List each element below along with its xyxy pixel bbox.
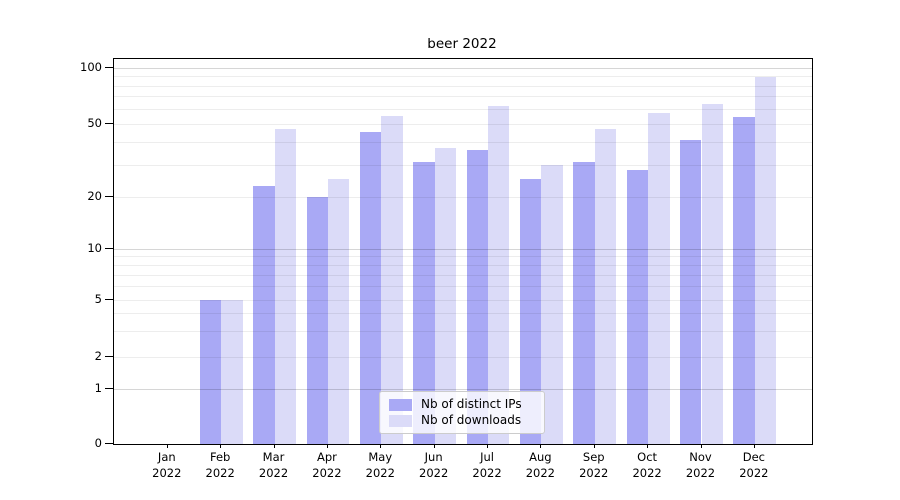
bar-distinct-ips (733, 117, 755, 444)
y-tick-label: 20 (87, 189, 102, 203)
gridline (114, 248, 812, 250)
bar-downloads (221, 299, 243, 444)
x-tick-label: May 2022 (365, 450, 395, 480)
x-axis-tick (540, 444, 542, 448)
x-axis-tick (220, 444, 222, 448)
gridline (114, 96, 812, 98)
gridline (114, 141, 812, 143)
bar-downloads (701, 103, 723, 444)
legend-swatch-icon (389, 398, 412, 411)
bar-downloads (327, 179, 350, 444)
y-tick-label: 10 (87, 240, 102, 255)
y-tick-label: 5 (94, 291, 102, 306)
bar-downloads (541, 164, 563, 444)
x-axis-tick (487, 444, 489, 448)
gridline (114, 299, 812, 301)
plot-area: Nb of distinct IPs Nb of downloads (113, 58, 813, 445)
x-tick-label: Mar 2022 (258, 450, 289, 480)
x-axis-tick (380, 444, 382, 448)
y-axis-tick (105, 355, 113, 357)
y-axis-tick (105, 388, 113, 390)
x-tick-label: Apr 2022 (312, 450, 342, 480)
gridline (114, 76, 812, 78)
bar-distinct-ips (413, 161, 435, 444)
x-axis-tick (166, 444, 168, 448)
legend: Nb of distinct IPs Nb of downloads (379, 391, 545, 434)
bar-downloads (381, 115, 403, 444)
gridline (114, 108, 812, 110)
y-axis-tick (105, 66, 113, 68)
y-tick-label: 50 (87, 115, 102, 130)
bar-downloads (274, 128, 296, 444)
gridline (114, 265, 812, 267)
bar-downloads (594, 128, 617, 444)
x-axis-tick (273, 444, 275, 448)
gridline (114, 67, 812, 69)
x-tick-label: Jan 2022 (152, 450, 182, 480)
y-axis-tick (105, 443, 113, 444)
x-tick-label: Sep 2022 (579, 450, 609, 480)
gridline (114, 85, 812, 87)
y-axis-tick (105, 196, 113, 197)
x-tick-label: Feb 2022 (205, 450, 235, 480)
bar-distinct-ips (253, 185, 275, 444)
legend-label: Nb of distinct IPs (421, 397, 522, 411)
bar-downloads (488, 106, 510, 444)
gridline (114, 164, 812, 166)
gridline (114, 256, 812, 258)
legend-label: Nb of downloads (421, 413, 522, 427)
y-tick-label: 2 (94, 348, 102, 363)
y-tick-label: 0 (94, 436, 102, 450)
x-tick-label: Jul 2022 (472, 450, 502, 480)
x-tick-label: Jun 2022 (419, 450, 449, 480)
gridline (114, 286, 812, 288)
bar-downloads (754, 76, 777, 444)
bar-distinct-ips (680, 139, 702, 444)
x-axis-tick (647, 444, 649, 448)
bar-downloads (648, 113, 670, 444)
x-axis-tick (593, 444, 595, 448)
y-axis-tick (105, 122, 113, 124)
chart-title: beer 2022 (427, 36, 497, 52)
bar-distinct-ips (519, 179, 542, 444)
bar-downloads (434, 147, 457, 444)
bar-distinct-ips (306, 197, 328, 444)
x-tick-label: Aug 2022 (525, 450, 556, 480)
legend-entry: Nb of distinct IPs (389, 397, 535, 412)
bar-distinct-ips (626, 170, 649, 444)
y-axis-tick (105, 298, 113, 300)
gridline (114, 389, 812, 391)
x-tick-label: Dec 2022 (739, 450, 769, 480)
x-tick-label: Oct 2022 (632, 450, 662, 480)
gridline (114, 313, 812, 315)
legend-entry: Nb of downloads (389, 413, 535, 428)
gridline (114, 356, 812, 358)
gridline (114, 274, 812, 276)
x-axis-tick (700, 444, 702, 448)
x-tick-label: Nov 2022 (685, 450, 716, 480)
gridline (114, 197, 812, 198)
y-tick-label: 1 (94, 381, 102, 396)
x-axis-tick (753, 444, 755, 448)
x-axis-tick (326, 444, 328, 448)
bar-distinct-ips (466, 149, 488, 444)
x-axis-tick (433, 444, 435, 448)
bar-distinct-ips (359, 132, 382, 444)
bar-distinct-ips (199, 299, 222, 444)
legend-swatch-icon (389, 414, 412, 427)
bar-distinct-ips (573, 161, 595, 444)
gridline (114, 331, 812, 333)
gridline (114, 123, 812, 125)
y-tick-label: 100 (80, 59, 102, 74)
y-axis-tick (105, 247, 113, 249)
